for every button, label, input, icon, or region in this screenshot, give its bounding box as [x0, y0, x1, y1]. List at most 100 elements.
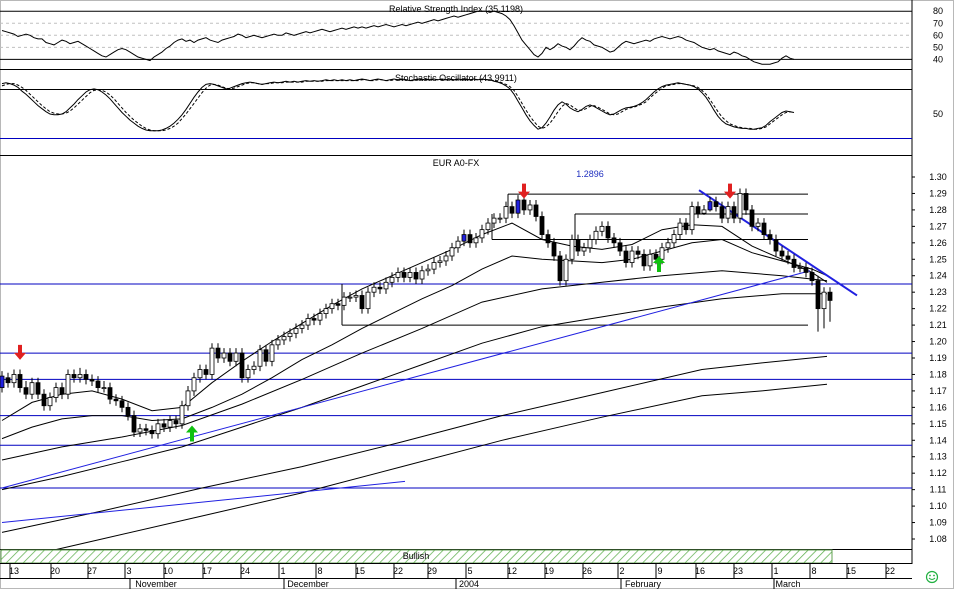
candle: [59, 382, 65, 400]
price-tick-label: 1.29: [929, 188, 947, 198]
x-tick-label: 12: [507, 566, 517, 576]
candle: [41, 389, 47, 411]
month-label: March: [775, 579, 800, 589]
moving-average-line: [1, 222, 828, 421]
candle-body: [647, 253, 653, 267]
candle-body: [749, 209, 755, 227]
candle: [5, 372, 11, 388]
candle-body: [95, 380, 101, 389]
candle-body: [503, 206, 509, 219]
candle: [335, 298, 341, 311]
candle-body: [611, 237, 617, 244]
candle-body: [431, 262, 437, 270]
candle: [785, 251, 791, 265]
candle: [173, 415, 179, 429]
candle: [707, 196, 713, 212]
candle-body: [407, 272, 413, 278]
candle: [203, 364, 209, 380]
candle: [701, 204, 707, 215]
candle-body: [335, 303, 341, 306]
candle-body: [371, 286, 377, 293]
candle: [35, 377, 41, 400]
candle: [371, 282, 377, 298]
candle-body: [41, 393, 47, 407]
candle: [221, 348, 227, 363]
candle: [167, 415, 173, 433]
bullish-band: Bullish: [0, 549, 833, 564]
candle-body: [239, 352, 245, 379]
price-tick-label: 1.25: [929, 254, 947, 264]
candle-body: [569, 239, 575, 260]
candle-body: [305, 318, 311, 326]
candle-body: [479, 229, 485, 239]
candle: [281, 331, 287, 345]
candle: [257, 344, 263, 372]
candle-body: [827, 291, 833, 301]
candle: [629, 246, 635, 268]
candle: [401, 267, 407, 283]
candle-body: [119, 400, 125, 408]
annotation-label: 1.2896: [576, 169, 604, 179]
candle-body: [17, 374, 23, 389]
candle-body: [5, 377, 11, 384]
candle-body: [509, 206, 515, 214]
candle: [305, 313, 311, 331]
candle-body: [413, 272, 419, 280]
smiley-eye: [929, 574, 931, 577]
candle-body: [377, 286, 383, 290]
candle-body: [143, 428, 149, 431]
candle: [473, 232, 479, 248]
candle: [191, 372, 197, 396]
candle-body: [53, 387, 59, 398]
candle: [179, 400, 185, 429]
candle-body: [791, 258, 797, 268]
rsi-tick-label: 60: [933, 30, 943, 40]
candle-body: [491, 217, 497, 224]
price-tick-label: 1.27: [929, 221, 947, 231]
candle-body: [35, 382, 41, 395]
candle: [497, 213, 503, 224]
x-tick-label: 15: [355, 566, 365, 576]
candle-body: [617, 242, 623, 252]
candle-body: [635, 250, 641, 255]
stochastic-title: Stochastic Oscillator (43.9911): [395, 73, 517, 83]
rsi-tick-label: 80: [933, 6, 943, 16]
x-tick-label: 8: [317, 566, 322, 576]
candle: [95, 376, 101, 393]
candle-body: [689, 206, 695, 231]
candle: [713, 196, 719, 212]
candle: [395, 267, 401, 283]
x-tick-label: 2: [619, 566, 624, 576]
candle: [515, 195, 521, 219]
month-label: December: [287, 579, 329, 589]
stochastic-tick-label: 50: [933, 109, 943, 119]
candle: [467, 229, 473, 248]
candle-body: [575, 239, 581, 252]
moving-average-line: [1, 293, 827, 491]
candle-body: [215, 347, 221, 359]
candle: [677, 218, 683, 240]
rsi-tick-label: 70: [933, 18, 943, 28]
candle-body: [755, 222, 761, 227]
candle-body: [587, 239, 593, 249]
candle-body: [425, 268, 431, 272]
arrow-shape: [653, 255, 665, 272]
candle: [65, 369, 71, 400]
candle: [683, 218, 689, 235]
candle: [311, 313, 317, 326]
candle-body: [629, 250, 635, 263]
candle-body: [389, 276, 395, 283]
candle-body: [533, 204, 539, 217]
sell-arrow-icon: [724, 183, 736, 199]
rsi-title: Relative Strength Index (35.1198): [389, 4, 523, 14]
candle: [215, 343, 221, 363]
candle: [431, 257, 437, 275]
candle: [551, 237, 557, 261]
candle-body: [101, 387, 107, 390]
candle: [641, 249, 647, 271]
x-tick-label: 1: [280, 566, 285, 576]
candle: [29, 377, 35, 400]
candle-body: [551, 242, 557, 257]
